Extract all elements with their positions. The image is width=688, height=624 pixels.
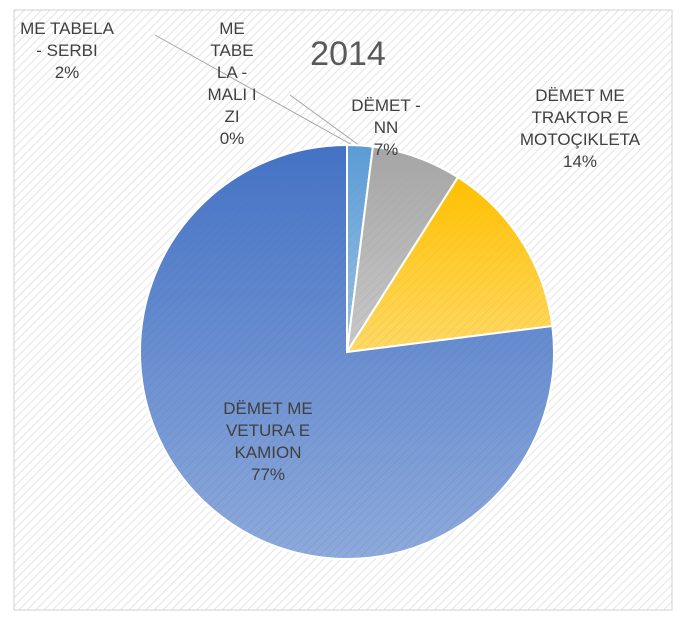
pie-slice [345, 175, 554, 354]
data-label: DËMET ME TRAKTOR E MOTOÇIKLETA 14% [513, 85, 648, 173]
value-label: 7% [373, 140, 399, 159]
category-label: DËMET ME VETURA E KAMION [223, 399, 313, 462]
leader-line [289, 94, 361, 147]
category-label: DËMET ME TRAKTOR E MOTOÇIKLETA [519, 86, 641, 149]
category-label: DËMET - NN [351, 96, 421, 137]
value-label: 0% [219, 129, 245, 148]
category-label: ME TABELA - SERBI [20, 19, 114, 60]
category-label: ME TABELA - MALI I ZI [207, 19, 257, 126]
data-label: DËMET ME VETURA E KAMION 77% [203, 398, 333, 486]
leader-line [154, 34, 355, 147]
value-label: 2% [54, 63, 80, 82]
chart-title: 2014 [310, 35, 386, 73]
value-label: 77% [250, 465, 286, 484]
value-label: 14% [562, 152, 598, 171]
data-label: DËMET - NN 7% [346, 95, 426, 161]
data-label: ME TABELA - MALI I ZI 0% [207, 18, 257, 150]
data-label: ME TABELA - SERBI 2% [17, 18, 117, 84]
pie-slice [139, 143, 555, 560]
